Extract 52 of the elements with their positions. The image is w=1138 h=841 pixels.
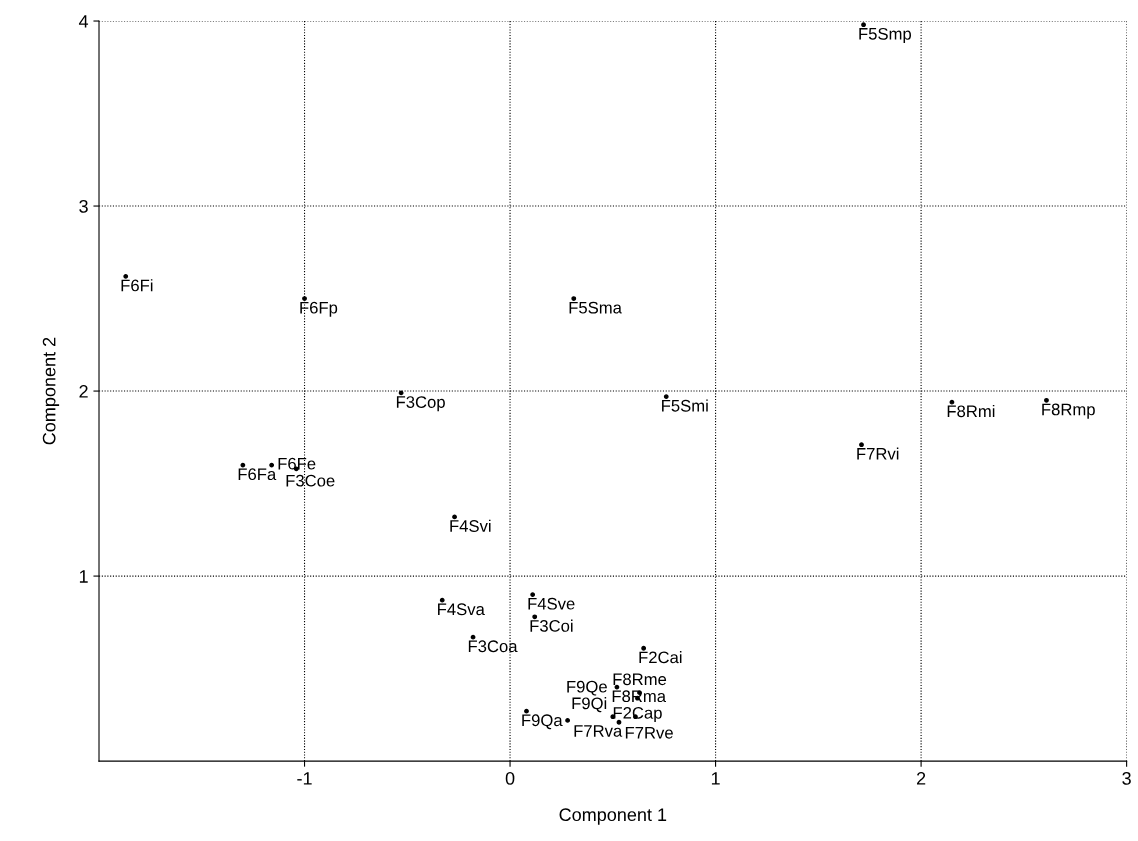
x-tick-label: 0 <box>505 772 515 785</box>
x-tick-label: 3 <box>1122 772 1131 785</box>
annotation: F3Coe <box>286 474 335 487</box>
y-tick-label: 3 <box>79 199 88 213</box>
annotation: F5Smp <box>859 27 912 44</box>
point <box>240 462 246 468</box>
y-tick-label: 4 <box>78 15 89 28</box>
annotation: F2Cai <box>639 651 682 664</box>
point <box>565 718 570 723</box>
y-tick-label: 2 <box>79 385 88 398</box>
y-tick-label: 1 <box>79 570 88 583</box>
annotation: F2Cap <box>613 706 662 723</box>
point <box>470 634 476 640</box>
point <box>530 592 536 597</box>
x-tick-label: 2 <box>916 772 926 785</box>
y-axis-title: Component 2 <box>42 337 60 445</box>
point <box>641 645 647 651</box>
point <box>439 597 445 603</box>
point <box>269 462 275 468</box>
annotation: F7Rvi <box>857 447 899 460</box>
point <box>123 273 129 279</box>
point <box>949 399 955 405</box>
annotation: F3Coa <box>468 640 518 653</box>
point <box>571 296 577 301</box>
annotation: F5Smi <box>662 399 708 412</box>
annotation: F4Sva <box>438 603 485 616</box>
x-axis-title: Component 1 <box>559 808 667 825</box>
point <box>1044 397 1049 403</box>
annotation: F8Rme <box>613 673 667 686</box>
annotation: F8Rma <box>612 690 667 703</box>
annotation: F6Fi <box>121 279 153 292</box>
annotation: F4Svi <box>450 519 491 532</box>
point <box>524 708 529 714</box>
point <box>302 296 307 301</box>
annotation: F5Sma <box>569 301 622 314</box>
annotation: F6Fp <box>300 301 338 317</box>
annotation: F6Fe <box>278 457 316 470</box>
annotation: F6Fa <box>238 468 277 481</box>
annotation: F9Qa <box>522 714 563 730</box>
point <box>861 22 866 28</box>
annotation: F7Rve <box>625 727 673 739</box>
x-tick-label: -1 <box>297 772 312 785</box>
annotation: F7Rva <box>574 725 623 737</box>
annotation: F4Sve <box>528 597 575 610</box>
annotation: F9Qi <box>572 697 607 713</box>
x-tick-label: 1 <box>711 772 720 785</box>
annotation: F9Qe <box>567 680 607 696</box>
annotation: F3Cop <box>396 396 445 412</box>
annotation: F8Rmp <box>1042 403 1095 419</box>
annotation: F8Rmi <box>947 404 995 418</box>
annotation: F3Coi <box>530 619 573 632</box>
point <box>398 390 404 396</box>
